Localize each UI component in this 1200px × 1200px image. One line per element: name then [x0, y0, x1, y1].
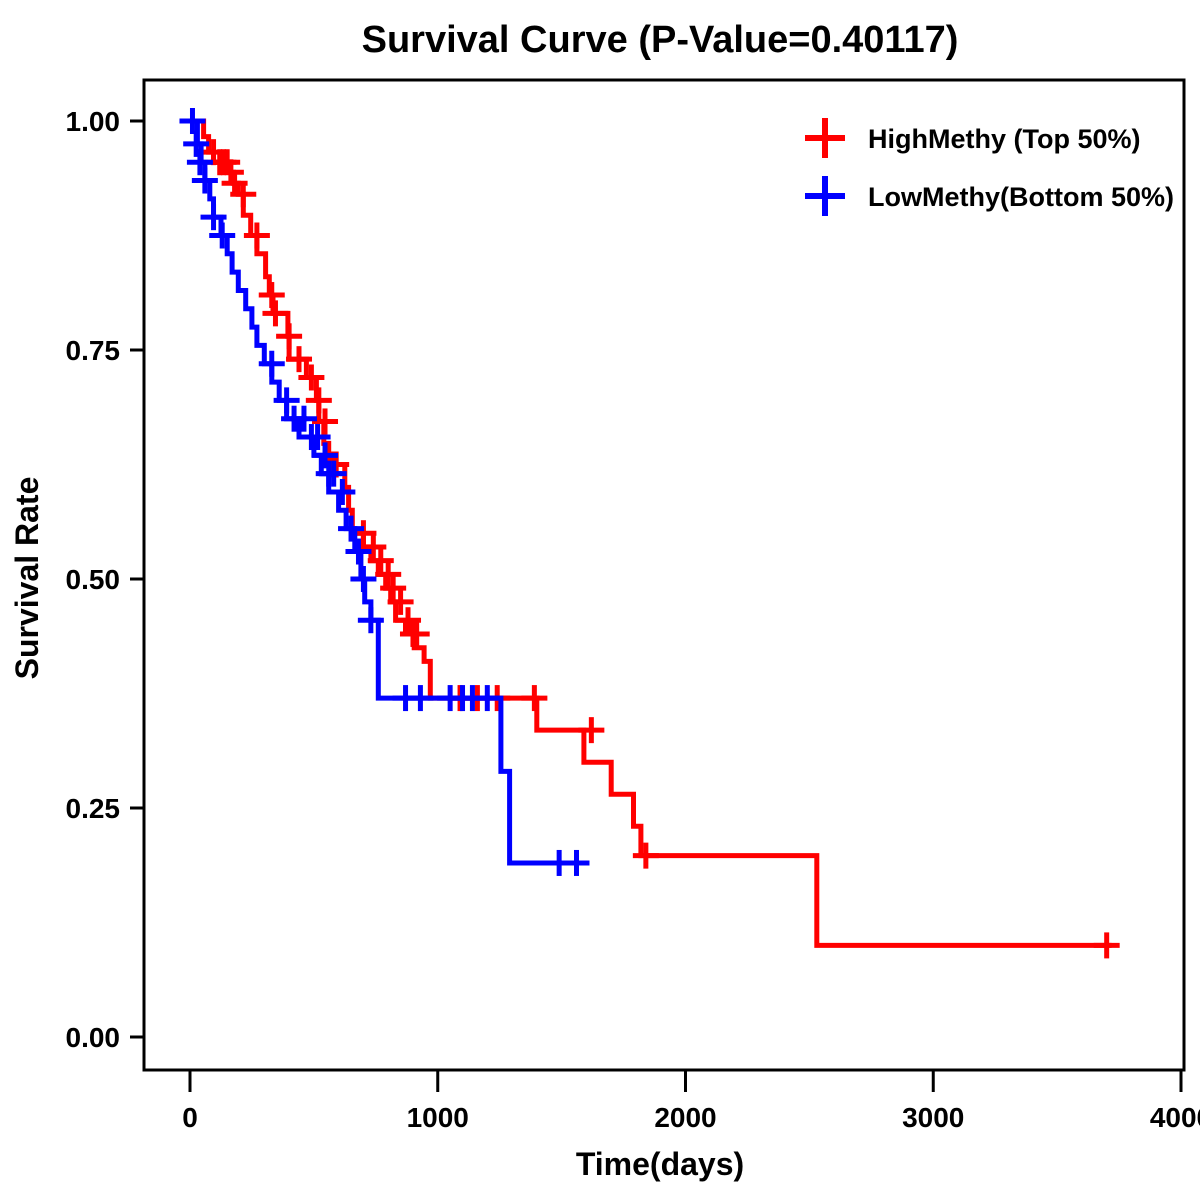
y-tick-label-1: 0.25: [66, 793, 121, 824]
censor-marker: [304, 424, 331, 451]
censor-marker: [258, 282, 285, 309]
plus-marker-icon: [805, 118, 845, 158]
censor-marker: [305, 387, 332, 414]
censor-marker: [329, 478, 356, 505]
censor-marker: [350, 566, 377, 592]
censor-marker: [360, 533, 387, 560]
censor-marker: [1093, 932, 1120, 959]
x-axis-title: Time(days): [576, 1146, 744, 1182]
censor-marker: [191, 167, 218, 194]
chart-title: Survival Curve (P-Value=0.40117): [362, 19, 959, 61]
censor-marker: [563, 849, 590, 876]
x-axis-ticks: [188, 1070, 1183, 1092]
legend-item-0: HighMethy (Top 50%): [805, 118, 1141, 158]
censor-marker: [230, 181, 257, 208]
censor-marker: [273, 387, 300, 414]
x-tick-label-0: 0: [182, 1102, 198, 1133]
plot-frame: [142, 78, 1186, 1072]
censor-marker: [521, 685, 548, 712]
censor-marker: [258, 350, 285, 377]
censor-marker: [395, 607, 422, 634]
censor-marker: [298, 364, 325, 391]
legend-label-0: HighMethy (Top 50%): [868, 124, 1141, 154]
censor-marker: [209, 222, 236, 249]
y-tick-label-2: 0.50: [66, 564, 121, 595]
x-tick-label-3: 3000: [902, 1102, 964, 1133]
censor-marker: [290, 405, 317, 432]
censor-marker: [179, 108, 206, 134]
censor-marker: [338, 515, 365, 542]
y-tick-label-4: 1.00: [66, 106, 121, 137]
censor-marker: [243, 222, 270, 249]
series-low-methy: [179, 108, 590, 876]
censor-marker: [262, 300, 289, 327]
censor-marker: [375, 561, 402, 588]
censor-marker: [312, 408, 339, 435]
censor-marker: [357, 607, 384, 634]
y-tick-label-3: 0.75: [66, 335, 121, 366]
censor-marker: [380, 575, 407, 602]
y-axis-title: Survival Rate: [9, 477, 45, 680]
x-axis-tick-labels: 0 1000 2000 3000 4000: [182, 1102, 1200, 1133]
censor-marker: [286, 346, 313, 373]
legend-item-1: LowMethy(Bottom 50%): [805, 176, 1174, 216]
censor-marker: [578, 717, 605, 744]
censor-marker: [387, 588, 414, 615]
legend-label-1: LowMethy(Bottom 50%): [868, 182, 1174, 212]
y-tick-label-0: 0.00: [66, 1022, 121, 1053]
plus-marker-icon: [805, 176, 845, 216]
censor-marker: [632, 842, 659, 869]
x-tick-label-4: 4000: [1150, 1102, 1200, 1133]
censor-marker: [186, 149, 213, 176]
x-tick-label-1: 1000: [407, 1102, 469, 1133]
censor-marker: [276, 323, 303, 350]
y-axis-ticks: [130, 119, 144, 1039]
series-layer: [179, 108, 1120, 959]
censor-marker: [345, 538, 372, 565]
censor-marker: [320, 460, 347, 487]
x-tick-label-2: 2000: [654, 1102, 716, 1133]
censor-marker: [200, 204, 227, 231]
censor-marker: [407, 685, 434, 712]
y-axis-tick-labels: 0.00 0.25 0.50 0.75 1.00: [66, 106, 121, 1053]
censor-marker: [183, 130, 210, 157]
censor-marker: [403, 620, 430, 647]
censor-marker: [367, 547, 394, 574]
censor-marker: [474, 685, 501, 712]
chart-legend: HighMethy (Top 50%) LowMethy(Bottom 50%): [805, 118, 1174, 216]
censor-marker: [312, 442, 339, 469]
